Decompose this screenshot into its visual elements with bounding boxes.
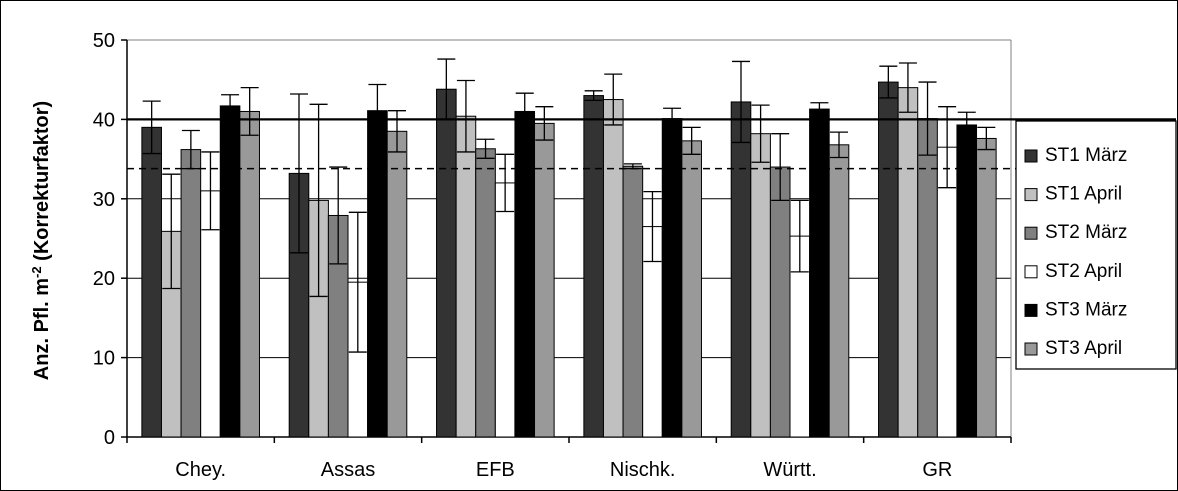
bar xyxy=(878,81,899,438)
bar xyxy=(141,126,162,438)
bar xyxy=(583,95,604,438)
y-tick-label: 40 xyxy=(93,109,115,131)
bar xyxy=(730,101,752,438)
x-tick-label: Nischk. xyxy=(610,459,676,481)
bar xyxy=(917,118,938,438)
bar xyxy=(367,110,388,438)
x-tick-label: Württ. xyxy=(763,459,816,481)
bar xyxy=(769,166,791,438)
x-tick-label: GR xyxy=(922,459,952,481)
y-tick-label: 0 xyxy=(104,427,115,449)
bar xyxy=(494,182,516,438)
y-tick-label: 50 xyxy=(93,30,115,52)
x-tick-label: Chey. xyxy=(175,459,226,481)
y-tick-label: 10 xyxy=(93,348,115,370)
bar xyxy=(514,110,536,438)
legend-label: ST1 März xyxy=(1045,145,1127,166)
legend-swatch xyxy=(1024,226,1038,240)
bar xyxy=(386,130,408,438)
legend-label: ST2 März xyxy=(1045,222,1127,243)
bar xyxy=(661,118,683,438)
legend-swatch xyxy=(1024,303,1038,317)
legend-label: ST1 April xyxy=(1045,184,1122,205)
bar xyxy=(239,110,260,438)
y-tick-label: 20 xyxy=(93,268,115,290)
legend-label: ST3 März xyxy=(1045,299,1127,320)
bar xyxy=(219,105,241,438)
legend-swatch xyxy=(1024,265,1038,279)
bar xyxy=(828,144,850,438)
bar xyxy=(897,87,919,438)
x-tick-label: EFB xyxy=(476,459,515,481)
legend-swatch xyxy=(1024,188,1038,202)
bar xyxy=(681,140,702,438)
bar xyxy=(455,115,477,438)
y-tick-label: 30 xyxy=(93,189,115,211)
bar xyxy=(534,122,555,438)
bar xyxy=(602,99,624,438)
legend-label: ST3 April xyxy=(1045,338,1122,359)
bar xyxy=(180,149,202,438)
x-tick-label: Assas xyxy=(321,459,375,481)
plot-area xyxy=(127,40,1011,437)
bar xyxy=(622,165,644,438)
legend-label: ST2 April xyxy=(1045,261,1122,282)
legend-swatch xyxy=(1024,342,1038,356)
bar xyxy=(750,133,771,438)
bar xyxy=(475,148,496,438)
bar xyxy=(936,146,958,438)
bar xyxy=(809,108,830,438)
bar xyxy=(976,137,997,438)
bar xyxy=(436,88,457,438)
legend xyxy=(1015,120,1177,370)
legend-swatch xyxy=(1024,149,1038,163)
y-axis-label: Anz. Pfl. m-2 (Korrekturfaktor) xyxy=(29,101,54,380)
bar xyxy=(956,124,978,438)
